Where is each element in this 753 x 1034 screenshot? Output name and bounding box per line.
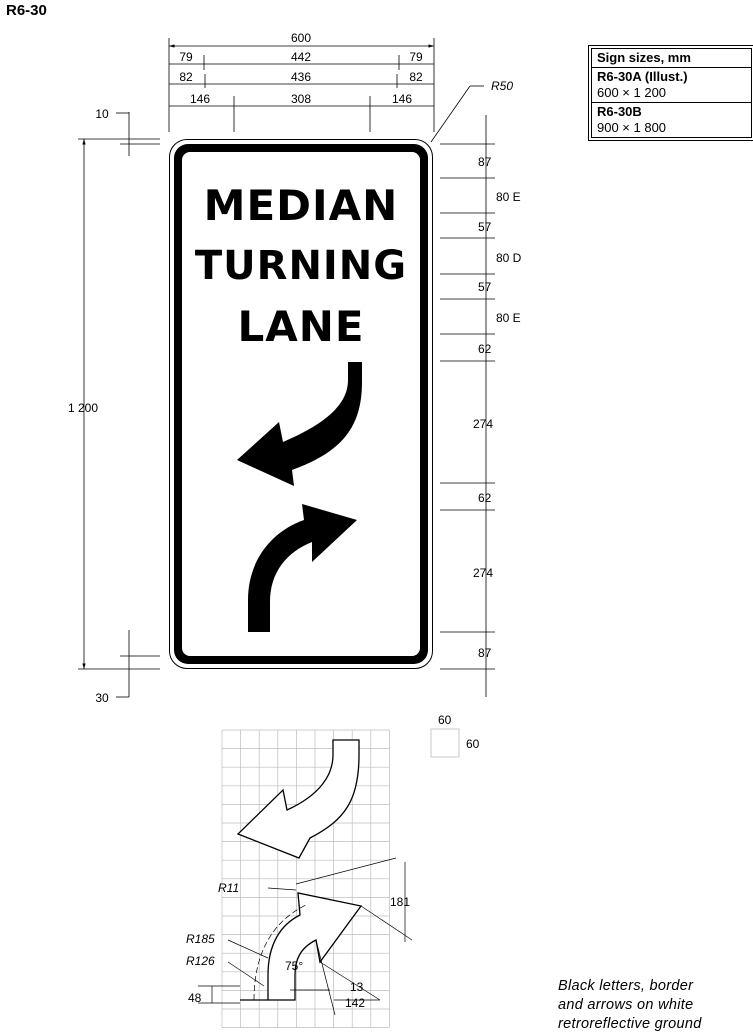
dim-v-7: 274 bbox=[473, 417, 493, 431]
dim-corner-radius: R50 bbox=[491, 79, 513, 93]
construction-grid bbox=[221, 729, 390, 1028]
note-line-3: retroreflective ground bbox=[558, 1016, 702, 1032]
sign-sizes-table: Sign sizes, mm R6-30A (Illust.) 600 × 1 … bbox=[588, 45, 753, 141]
note-line-2: and arrows on white bbox=[558, 997, 694, 1013]
note-line-1: Black letters, border bbox=[558, 978, 694, 994]
dim-v-2: 57 bbox=[478, 220, 492, 234]
dim-v-4: 57 bbox=[478, 280, 492, 294]
sign-code: R6-30 bbox=[6, 2, 47, 19]
detail-tip-radius: R11 bbox=[218, 881, 239, 895]
size-row-a: R6-30A (Illust.) 600 × 1 200 bbox=[592, 67, 751, 102]
detail-shaft-width: 13 bbox=[350, 980, 364, 994]
dim-border-mid: 442 bbox=[291, 50, 311, 64]
detail-bottom-offset: 48 bbox=[188, 991, 202, 1005]
detail-angle: 75° bbox=[285, 959, 303, 973]
dim-height-total: 1 200 bbox=[68, 401, 98, 415]
detail-inner-radius: R126 bbox=[186, 954, 215, 968]
left-turn-arrow-outline bbox=[236, 739, 360, 859]
sizes-title: Sign sizes, mm bbox=[597, 50, 691, 65]
dim-text-left: 146 bbox=[190, 92, 210, 106]
color-note: Black letters, border and arrows on whit… bbox=[558, 977, 702, 1034]
right-turn-arrow-icon bbox=[248, 504, 357, 632]
dim-v-6: 62 bbox=[478, 342, 492, 356]
detail-outer-radius: R185 bbox=[186, 932, 215, 946]
dim-width-total: 600 bbox=[291, 31, 311, 45]
dim-text-right: 146 bbox=[392, 92, 412, 106]
legend-line-2: TURNING bbox=[194, 243, 408, 289]
arrow-symbols bbox=[237, 362, 362, 632]
detail-head-length: 181 bbox=[390, 895, 410, 909]
dim-v-0: 87 bbox=[478, 155, 492, 169]
dim-v-9: 274 bbox=[473, 566, 493, 580]
legend-line-3: LANE bbox=[237, 302, 365, 351]
detail-head-width: 142 bbox=[345, 996, 365, 1010]
legend-line-1: MEDIAN bbox=[203, 181, 399, 230]
dim-inner-right: 82 bbox=[409, 70, 423, 84]
dim-v-5: 80 E bbox=[496, 311, 521, 325]
dim-text-mid: 308 bbox=[291, 92, 311, 106]
dim-border-right: 79 bbox=[409, 50, 423, 64]
dim-bottom-margin: 30 bbox=[95, 691, 109, 705]
dim-border-left: 79 bbox=[179, 50, 193, 64]
dim-v-1: 80 E bbox=[496, 190, 521, 204]
size-value-a: 600 × 1 200 bbox=[597, 85, 667, 100]
size-row-b: R6-30B 900 × 1 800 bbox=[592, 102, 751, 137]
size-value-b: 900 × 1 800 bbox=[597, 120, 667, 135]
dim-v-3: 80 D bbox=[496, 251, 522, 265]
dim-v-8: 62 bbox=[478, 491, 492, 505]
dim-inner-mid: 436 bbox=[291, 70, 311, 84]
grid-key-height: 60 bbox=[466, 737, 480, 751]
arrow-outlines bbox=[236, 739, 363, 1001]
median-turning-lane-sign: MEDIAN TURNING LANE bbox=[169, 139, 433, 669]
dim-v-10: 87 bbox=[478, 646, 492, 660]
right-turn-arrow-outline bbox=[240, 892, 363, 1001]
dim-inner-left: 82 bbox=[179, 70, 193, 84]
sign-face: MEDIAN TURNING LANE bbox=[182, 152, 420, 656]
dim-top-margin: 10 bbox=[95, 107, 109, 121]
sign-border: MEDIAN TURNING LANE bbox=[174, 144, 428, 664]
size-code-b: R6-30B bbox=[597, 104, 642, 119]
left-turn-arrow-icon bbox=[237, 362, 362, 486]
grid-key-width: 60 bbox=[438, 713, 452, 727]
size-code-a: R6-30A (Illust.) bbox=[597, 69, 688, 84]
